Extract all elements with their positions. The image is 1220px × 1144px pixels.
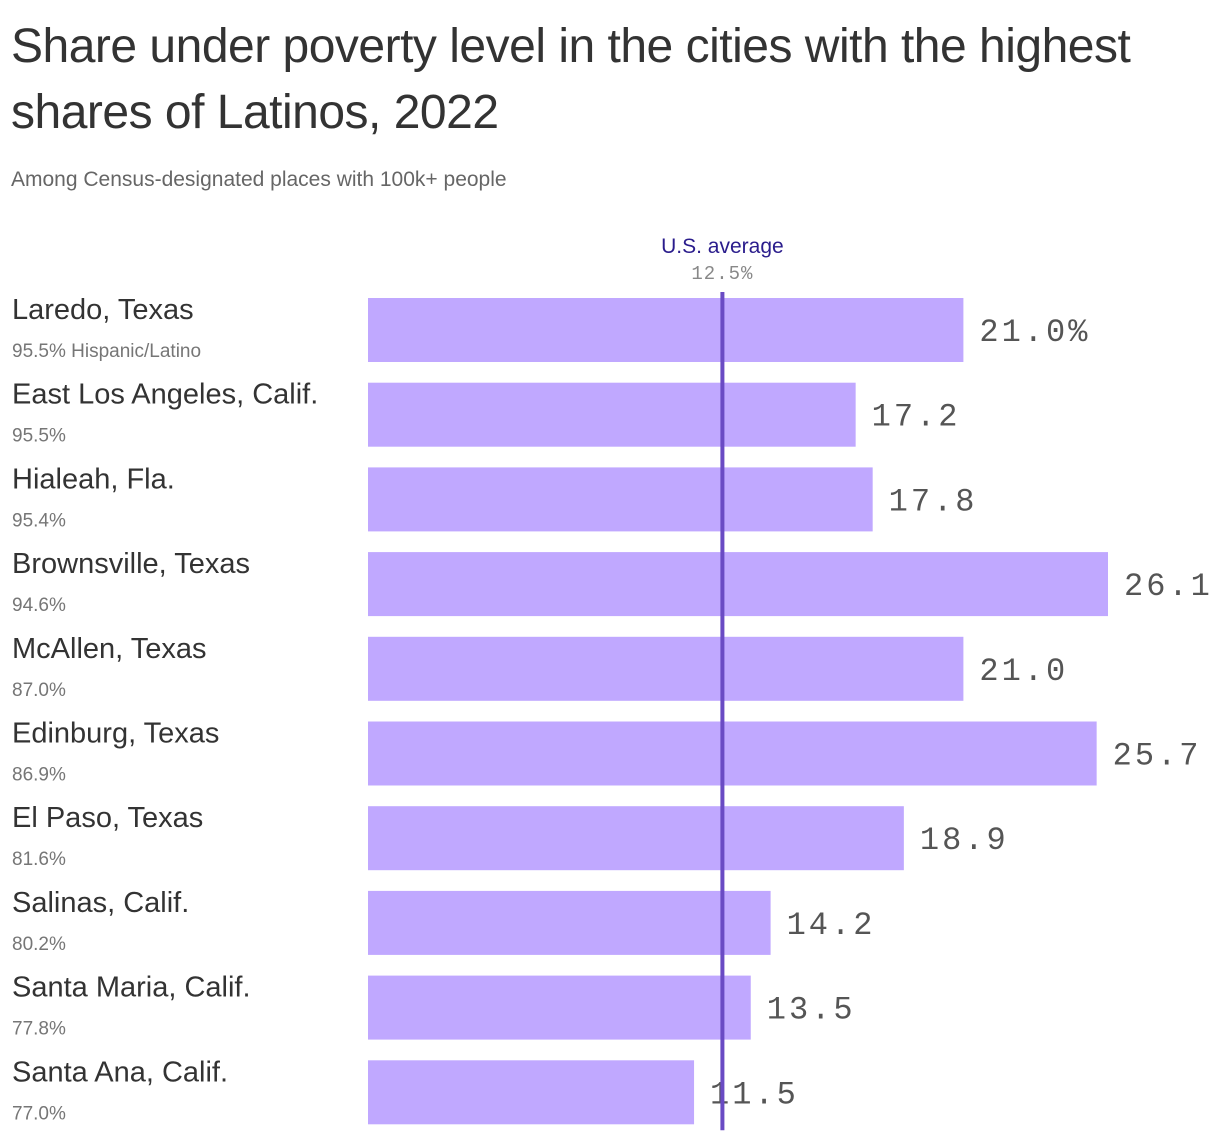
category-sublabel: 95.5% Hispanic/Latino (12, 341, 201, 362)
bar (368, 890, 771, 955)
category-label: Edinburg, Texas (12, 718, 219, 750)
bar-row: Hialeah, Fla. 95.4% 17.8 (12, 463, 978, 532)
bar-row: El Paso, Texas 81.6% 18.9 (12, 802, 1009, 871)
bar (368, 721, 1097, 786)
category-label: McAllen, Texas (12, 633, 207, 665)
category-label: El Paso, Texas (12, 802, 203, 834)
value-label: 21.0% (979, 314, 1090, 351)
bar-row: East Los Angeles, Calif. 95.5% 17.2 (12, 379, 961, 447)
category-sublabel: 80.2% (12, 934, 66, 955)
category-label: Brownsville, Texas (12, 548, 250, 580)
bar-row: Salinas, Calif. 80.2% 14.2 (12, 887, 876, 955)
category-sublabel: 87.0% (12, 680, 66, 701)
bar-row: McAllen, Texas 87.0% 21.0 (12, 633, 1068, 701)
value-label: 14.2 (787, 907, 876, 944)
bar (368, 382, 856, 447)
category-sublabel: 86.9% (12, 765, 66, 786)
value-label: 13.5 (767, 992, 856, 1029)
bar (368, 298, 964, 362)
value-label: 26.1 (1124, 568, 1213, 605)
value-label: 25.7 (1113, 738, 1202, 775)
category-sublabel: 95.4% (12, 510, 66, 531)
reference-line-value: 12.5% (691, 263, 753, 285)
category-sublabel: 94.6% (12, 595, 66, 616)
category-label: Salinas, Calif. (12, 887, 189, 919)
bar-row: Edinburg, Texas 86.9% 25.7 (12, 718, 1202, 786)
category-label: Santa Ana, Calif. (12, 1056, 228, 1088)
reference-line-label: U.S. average (661, 235, 784, 258)
category-label: Santa Maria, Calif. (12, 972, 251, 1004)
value-label: 21.0 (979, 653, 1068, 690)
category-sublabel: 77.0% (12, 1103, 66, 1124)
bar-row: Santa Maria, Calif. 77.8% 13.5 (12, 972, 856, 1040)
category-sublabel: 77.8% (12, 1019, 66, 1040)
bar (368, 806, 904, 871)
bar (368, 1060, 695, 1125)
category-sublabel: 81.6% (12, 849, 66, 870)
bar-row: Santa Ana, Calif.77.0%11.5 (12, 1056, 796, 1125)
reference-line-header: U.S. average 12.5% (661, 235, 784, 285)
bar-row: Brownsville, Texas 94.6% 26.1 (12, 548, 1213, 617)
bar (368, 636, 964, 701)
chart-subtitle: Among Census-designated places with 100k… (11, 168, 507, 191)
chart-title: Share under poverty level in the cities … (11, 20, 1131, 139)
chart-rows: Laredo, Texas 95.5% Hispanic/Latino 21.0% E… (12, 294, 1213, 1125)
value-label: 18.9 (920, 822, 1009, 859)
category-label: Hialeah, Fla. (12, 463, 175, 495)
category-label: East Los Angeles, Calif. (12, 379, 318, 411)
bar (368, 467, 873, 532)
bar-row: Laredo, Texas 95.5% Hispanic/Latino 21.0% (12, 294, 1090, 362)
bar (368, 975, 751, 1040)
value-label: 17.8 (889, 483, 978, 520)
category-sublabel: 95.5% (12, 426, 66, 447)
value-label: 17.2 (872, 399, 961, 436)
bar (368, 552, 1108, 617)
category-label: Laredo, Texas (12, 294, 194, 326)
